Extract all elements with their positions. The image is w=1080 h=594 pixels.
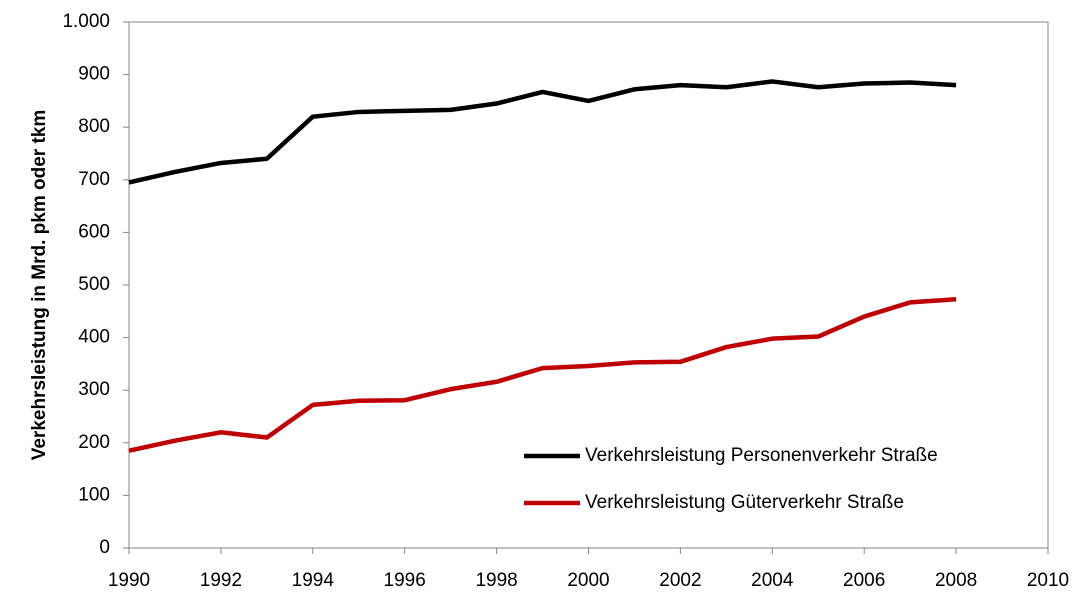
y-tick-label: 500 [78, 274, 110, 295]
x-tick-label: 1996 [384, 570, 426, 591]
series-line [128, 296, 957, 453]
y-tick-label: 300 [78, 379, 110, 400]
y-tick-label: 1.000 [62, 11, 110, 32]
x-tick-label: 2010 [1027, 570, 1069, 591]
x-tick-label: 2008 [935, 570, 977, 591]
x-tick-label: 1992 [200, 570, 242, 591]
x-tick-label: 2006 [843, 570, 885, 591]
legend-label: Verkehrsleistung Güterverkehr Straße [585, 492, 904, 513]
y-tick-label: 800 [78, 116, 110, 137]
y-tick-label: 900 [78, 64, 110, 85]
y-tick-label: 700 [78, 169, 110, 190]
y-tick-label: 600 [78, 221, 110, 242]
series-line [128, 79, 957, 185]
x-tick-label: 1994 [292, 570, 335, 591]
x-tick-label: 1990 [108, 570, 150, 591]
x-tick-label: 2004 [751, 570, 794, 591]
x-tick-label: 2002 [659, 570, 701, 591]
y-tick-label: 100 [78, 484, 110, 505]
y-axis-title: Verkehrsleistung in Mrd. pkm oder tkm [29, 110, 50, 461]
y-tick-label: 0 [99, 537, 110, 558]
y-tick-label: 200 [78, 432, 110, 453]
y-tick-label: 400 [78, 327, 110, 348]
x-tick-label: 1998 [475, 570, 517, 591]
legend-label: Verkehrsleistung Personenverkehr Straße [585, 445, 938, 466]
x-tick-label: 2000 [567, 570, 609, 591]
